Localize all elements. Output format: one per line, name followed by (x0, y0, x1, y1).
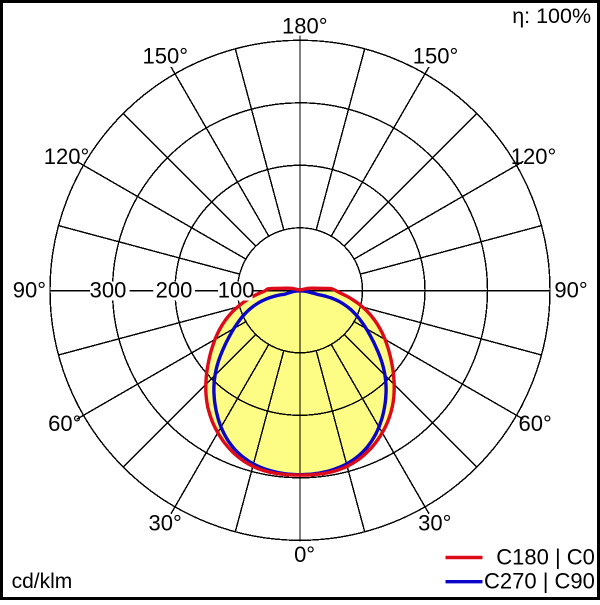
svg-text:90°: 90° (554, 277, 587, 302)
svg-text:150°: 150° (143, 43, 189, 68)
svg-text:C180 | C0: C180 | C0 (496, 545, 595, 570)
svg-text:120°: 120° (44, 144, 90, 169)
svg-text:150°: 150° (413, 43, 459, 68)
svg-text:30°: 30° (418, 511, 451, 536)
svg-text:60°: 60° (48, 411, 81, 436)
svg-text:200: 200 (156, 277, 193, 302)
svg-text:η: 100%: η: 100% (512, 4, 591, 28)
svg-text:90°: 90° (13, 277, 46, 302)
svg-text:60°: 60° (519, 411, 552, 436)
svg-text:100: 100 (218, 277, 255, 302)
svg-text:0°: 0° (294, 542, 315, 567)
svg-text:cd/klm: cd/klm (12, 570, 73, 593)
svg-text:300: 300 (90, 277, 127, 302)
svg-text:180°: 180° (282, 14, 328, 39)
svg-text:C270 | C90: C270 | C90 (484, 569, 595, 594)
svg-text:120°: 120° (511, 144, 557, 169)
svg-text:30°: 30° (149, 511, 182, 536)
